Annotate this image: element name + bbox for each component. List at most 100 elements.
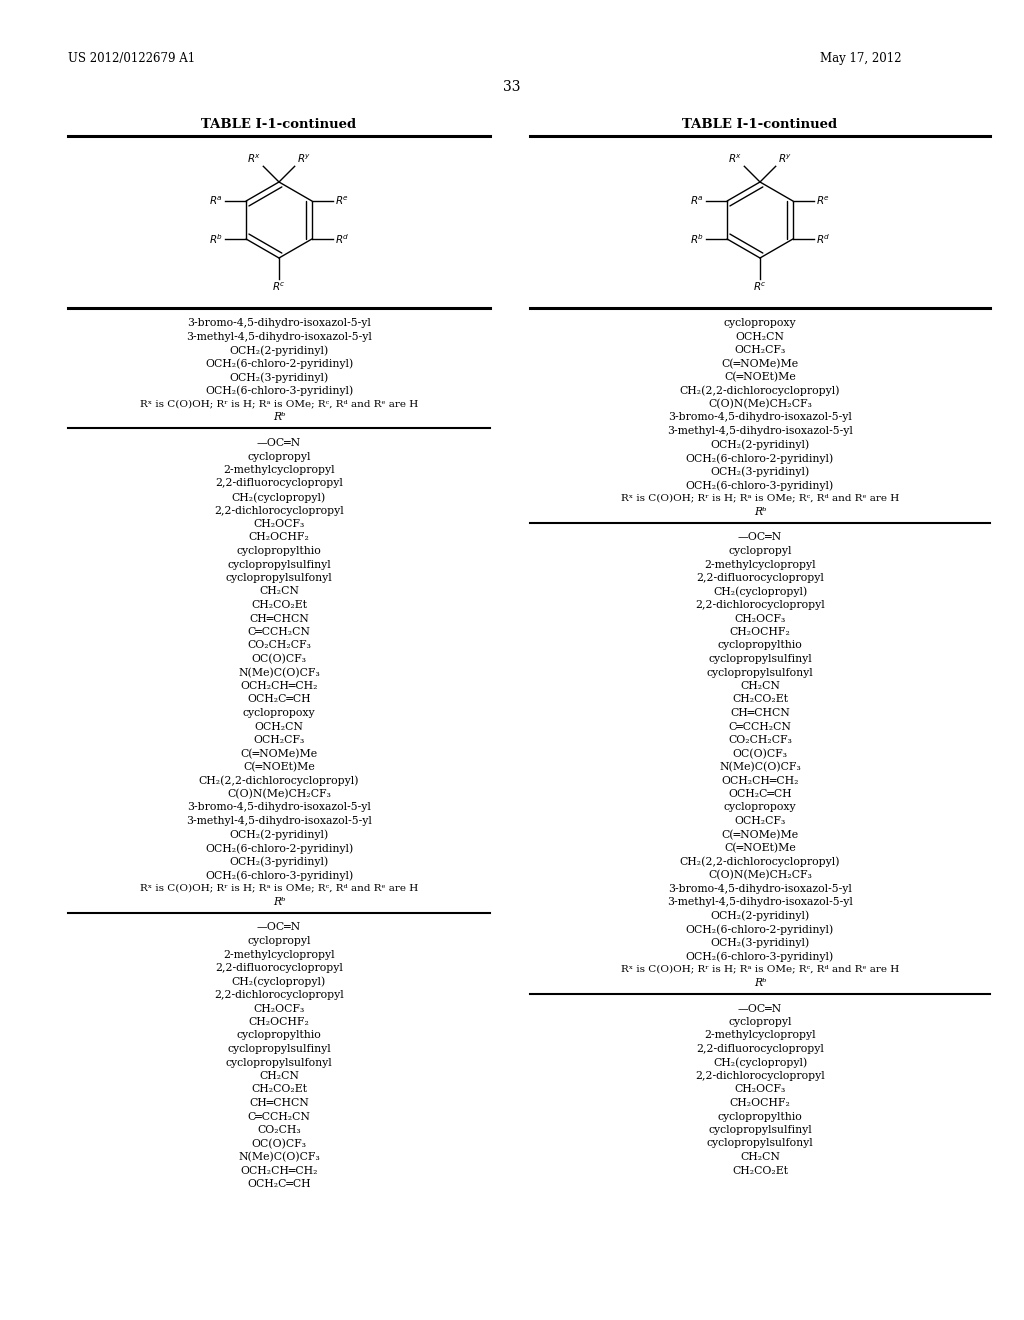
Text: 2,2-difluorocyclopropyl: 2,2-difluorocyclopropyl bbox=[215, 964, 343, 973]
Text: OCH₂CH═CH₂: OCH₂CH═CH₂ bbox=[241, 1166, 317, 1176]
Text: CH═CHCN: CH═CHCN bbox=[730, 708, 790, 718]
Text: cyclopropylsulfinyl: cyclopropylsulfinyl bbox=[227, 1044, 331, 1053]
Text: OCH₂(2-pyridinyl): OCH₂(2-pyridinyl) bbox=[229, 345, 329, 355]
Text: 33: 33 bbox=[503, 81, 521, 94]
Text: CH₂OCHF₂: CH₂OCHF₂ bbox=[249, 532, 309, 543]
Text: CH₂(2,2-dichlorocyclopropyl): CH₂(2,2-dichlorocyclopropyl) bbox=[680, 385, 841, 396]
Text: OCH₂(2-pyridinyl): OCH₂(2-pyridinyl) bbox=[711, 440, 810, 450]
Text: 2,2-difluorocyclopropyl: 2,2-difluorocyclopropyl bbox=[696, 573, 824, 583]
Text: $R^x$: $R^x$ bbox=[728, 153, 742, 165]
Text: cyclopropoxy: cyclopropoxy bbox=[724, 803, 797, 813]
Text: —OC═N: —OC═N bbox=[257, 438, 301, 447]
Text: CH₂CN: CH₂CN bbox=[259, 586, 299, 597]
Text: 3-bromo-4,5-dihydro-isoxazol-5-yl: 3-bromo-4,5-dihydro-isoxazol-5-yl bbox=[668, 883, 852, 894]
Text: $R^b$: $R^b$ bbox=[209, 232, 223, 246]
Text: OCH₂CN: OCH₂CN bbox=[255, 722, 303, 731]
Text: N(Me)C(O)CF₃: N(Me)C(O)CF₃ bbox=[719, 762, 801, 772]
Text: CH₂OCF₃: CH₂OCF₃ bbox=[253, 519, 304, 529]
Text: $R^a$: $R^a$ bbox=[690, 195, 705, 207]
Text: OCH₂CF₃: OCH₂CF₃ bbox=[734, 345, 785, 355]
Text: CH₂(cyclopropyl): CH₂(cyclopropyl) bbox=[713, 1057, 807, 1068]
Text: 2-methylcyclopropyl: 2-methylcyclopropyl bbox=[223, 949, 335, 960]
Text: cyclopropoxy: cyclopropoxy bbox=[243, 708, 315, 718]
Text: OCH₂(6-chloro-3-pyridinyl): OCH₂(6-chloro-3-pyridinyl) bbox=[205, 870, 353, 880]
Text: CH₂OCF₃: CH₂OCF₃ bbox=[734, 1085, 785, 1094]
Text: CH₂OCHF₂: CH₂OCHF₂ bbox=[729, 627, 791, 638]
Text: CH₂OCHF₂: CH₂OCHF₂ bbox=[729, 1098, 791, 1107]
Text: OC(O)CF₃: OC(O)CF₃ bbox=[252, 1138, 306, 1148]
Text: CH₂CO₂Et: CH₂CO₂Et bbox=[251, 1085, 307, 1094]
Text: Rᵇ: Rᵇ bbox=[754, 507, 766, 517]
Text: C(═NOMe)Me: C(═NOMe)Me bbox=[722, 829, 799, 840]
Text: $R^x$: $R^x$ bbox=[247, 153, 261, 165]
Text: cyclopropyl: cyclopropyl bbox=[247, 936, 310, 946]
Text: OCH₂(6-chloro-2-pyridinyl): OCH₂(6-chloro-2-pyridinyl) bbox=[205, 359, 353, 370]
Text: C═CCH₂CN: C═CCH₂CN bbox=[248, 627, 310, 638]
Text: CH═CHCN: CH═CHCN bbox=[249, 614, 309, 623]
Text: OCH₂(6-chloro-3-pyridinyl): OCH₂(6-chloro-3-pyridinyl) bbox=[205, 385, 353, 396]
Text: 3-bromo-4,5-dihydro-isoxazol-5-yl: 3-bromo-4,5-dihydro-isoxazol-5-yl bbox=[187, 318, 371, 327]
Text: 3-methyl-4,5-dihydro-isoxazol-5-yl: 3-methyl-4,5-dihydro-isoxazol-5-yl bbox=[186, 816, 372, 826]
Text: $R^d$: $R^d$ bbox=[816, 232, 830, 246]
Text: 2,2-difluorocyclopropyl: 2,2-difluorocyclopropyl bbox=[696, 1044, 824, 1053]
Text: CH₂(cyclopropyl): CH₂(cyclopropyl) bbox=[231, 492, 326, 503]
Text: OCH₂(2-pyridinyl): OCH₂(2-pyridinyl) bbox=[711, 911, 810, 921]
Text: OCH₂(6-chloro-3-pyridinyl): OCH₂(6-chloro-3-pyridinyl) bbox=[686, 480, 835, 491]
Text: CH₂(cyclopropyl): CH₂(cyclopropyl) bbox=[713, 586, 807, 597]
Text: Rˣ is C(O)OH; Rʳ is H; Rᵃ is OMe; Rᶜ, Rᵈ and Rᵉ are H: Rˣ is C(O)OH; Rʳ is H; Rᵃ is OMe; Rᶜ, Rᵈ… bbox=[140, 399, 418, 408]
Text: C═CCH₂CN: C═CCH₂CN bbox=[728, 722, 792, 731]
Text: $R^d$: $R^d$ bbox=[335, 232, 349, 246]
Text: cyclopropylsulfinyl: cyclopropylsulfinyl bbox=[709, 1125, 812, 1135]
Text: cyclopropylsulfonyl: cyclopropylsulfonyl bbox=[225, 1057, 333, 1068]
Text: cyclopropylsulfonyl: cyclopropylsulfonyl bbox=[225, 573, 333, 583]
Text: Rᵇ: Rᵇ bbox=[272, 412, 286, 422]
Text: 2,2-dichlorocyclopropyl: 2,2-dichlorocyclopropyl bbox=[695, 1071, 825, 1081]
Text: cyclopropoxy: cyclopropoxy bbox=[724, 318, 797, 327]
Text: 2,2-dichlorocyclopropyl: 2,2-dichlorocyclopropyl bbox=[214, 990, 344, 1001]
Text: cyclopropylsulfonyl: cyclopropylsulfonyl bbox=[707, 668, 813, 677]
Text: N(Me)C(O)CF₃: N(Me)C(O)CF₃ bbox=[239, 668, 319, 677]
Text: C(O)N(Me)CH₂CF₃: C(O)N(Me)CH₂CF₃ bbox=[227, 789, 331, 800]
Text: Rˣ is C(O)OH; Rʳ is H; Rᵃ is OMe; Rᶜ, Rᵈ and Rᵉ are H: Rˣ is C(O)OH; Rʳ is H; Rᵃ is OMe; Rᶜ, Rᵈ… bbox=[621, 965, 899, 974]
Text: TABLE I-1-continued: TABLE I-1-continued bbox=[682, 117, 838, 131]
Text: CH₂CN: CH₂CN bbox=[740, 1152, 780, 1162]
Text: $R^y$: $R^y$ bbox=[777, 153, 792, 165]
Text: $R^a$: $R^a$ bbox=[209, 195, 223, 207]
Text: OCH₂CF₃: OCH₂CF₃ bbox=[253, 735, 304, 744]
Text: OCH₂C═CH: OCH₂C═CH bbox=[247, 694, 311, 705]
Text: 2,2-dichlorocyclopropyl: 2,2-dichlorocyclopropyl bbox=[695, 601, 825, 610]
Text: CH₂(cyclopropyl): CH₂(cyclopropyl) bbox=[231, 977, 326, 987]
Text: C(═NOEt)Me: C(═NOEt)Me bbox=[243, 762, 314, 772]
Text: C(O)N(Me)CH₂CF₃: C(O)N(Me)CH₂CF₃ bbox=[708, 870, 812, 880]
Text: cyclopropylsulfinyl: cyclopropylsulfinyl bbox=[709, 653, 812, 664]
Text: 3-bromo-4,5-dihydro-isoxazol-5-yl: 3-bromo-4,5-dihydro-isoxazol-5-yl bbox=[668, 412, 852, 422]
Text: —OC═N: —OC═N bbox=[738, 532, 782, 543]
Text: CH₂CO₂Et: CH₂CO₂Et bbox=[251, 601, 307, 610]
Text: OCH₂(6-chloro-3-pyridinyl): OCH₂(6-chloro-3-pyridinyl) bbox=[686, 950, 835, 961]
Text: C(O)N(Me)CH₂CF₃: C(O)N(Me)CH₂CF₃ bbox=[708, 399, 812, 409]
Text: C(═NOEt)Me: C(═NOEt)Me bbox=[724, 372, 796, 383]
Text: cyclopropylthio: cyclopropylthio bbox=[237, 1031, 322, 1040]
Text: $R^c$: $R^c$ bbox=[272, 281, 286, 293]
Text: CO₂CH₂CF₃: CO₂CH₂CF₃ bbox=[728, 735, 792, 744]
Text: US 2012/0122679 A1: US 2012/0122679 A1 bbox=[68, 51, 196, 65]
Text: OCH₂CF₃: OCH₂CF₃ bbox=[734, 816, 785, 826]
Text: CH₂CO₂Et: CH₂CO₂Et bbox=[732, 1166, 788, 1176]
Text: OCH₂(3-pyridinyl): OCH₂(3-pyridinyl) bbox=[229, 857, 329, 867]
Text: $R^c$: $R^c$ bbox=[753, 281, 767, 293]
Text: OCH₂C═CH: OCH₂C═CH bbox=[728, 789, 792, 799]
Text: CH₂CO₂Et: CH₂CO₂Et bbox=[732, 694, 788, 705]
Text: CH₂(2,2-dichlorocyclopropyl): CH₂(2,2-dichlorocyclopropyl) bbox=[680, 857, 841, 867]
Text: N(Me)C(O)CF₃: N(Me)C(O)CF₃ bbox=[239, 1152, 319, 1163]
Text: TABLE I-1-continued: TABLE I-1-continued bbox=[202, 117, 356, 131]
Text: OCH₂(3-pyridinyl): OCH₂(3-pyridinyl) bbox=[711, 937, 810, 948]
Text: cyclopropylsulfonyl: cyclopropylsulfonyl bbox=[707, 1138, 813, 1148]
Text: $R^b$: $R^b$ bbox=[690, 232, 705, 246]
Text: CH₂(2,2-dichlorocyclopropyl): CH₂(2,2-dichlorocyclopropyl) bbox=[199, 776, 359, 787]
Text: OCH₂(3-pyridinyl): OCH₂(3-pyridinyl) bbox=[229, 372, 329, 383]
Text: OC(O)CF₃: OC(O)CF₃ bbox=[252, 653, 306, 664]
Text: —OC═N: —OC═N bbox=[257, 923, 301, 932]
Text: C═CCH₂CN: C═CCH₂CN bbox=[248, 1111, 310, 1122]
Text: CO₂CH₃: CO₂CH₃ bbox=[257, 1125, 301, 1135]
Text: CH₂CN: CH₂CN bbox=[740, 681, 780, 690]
